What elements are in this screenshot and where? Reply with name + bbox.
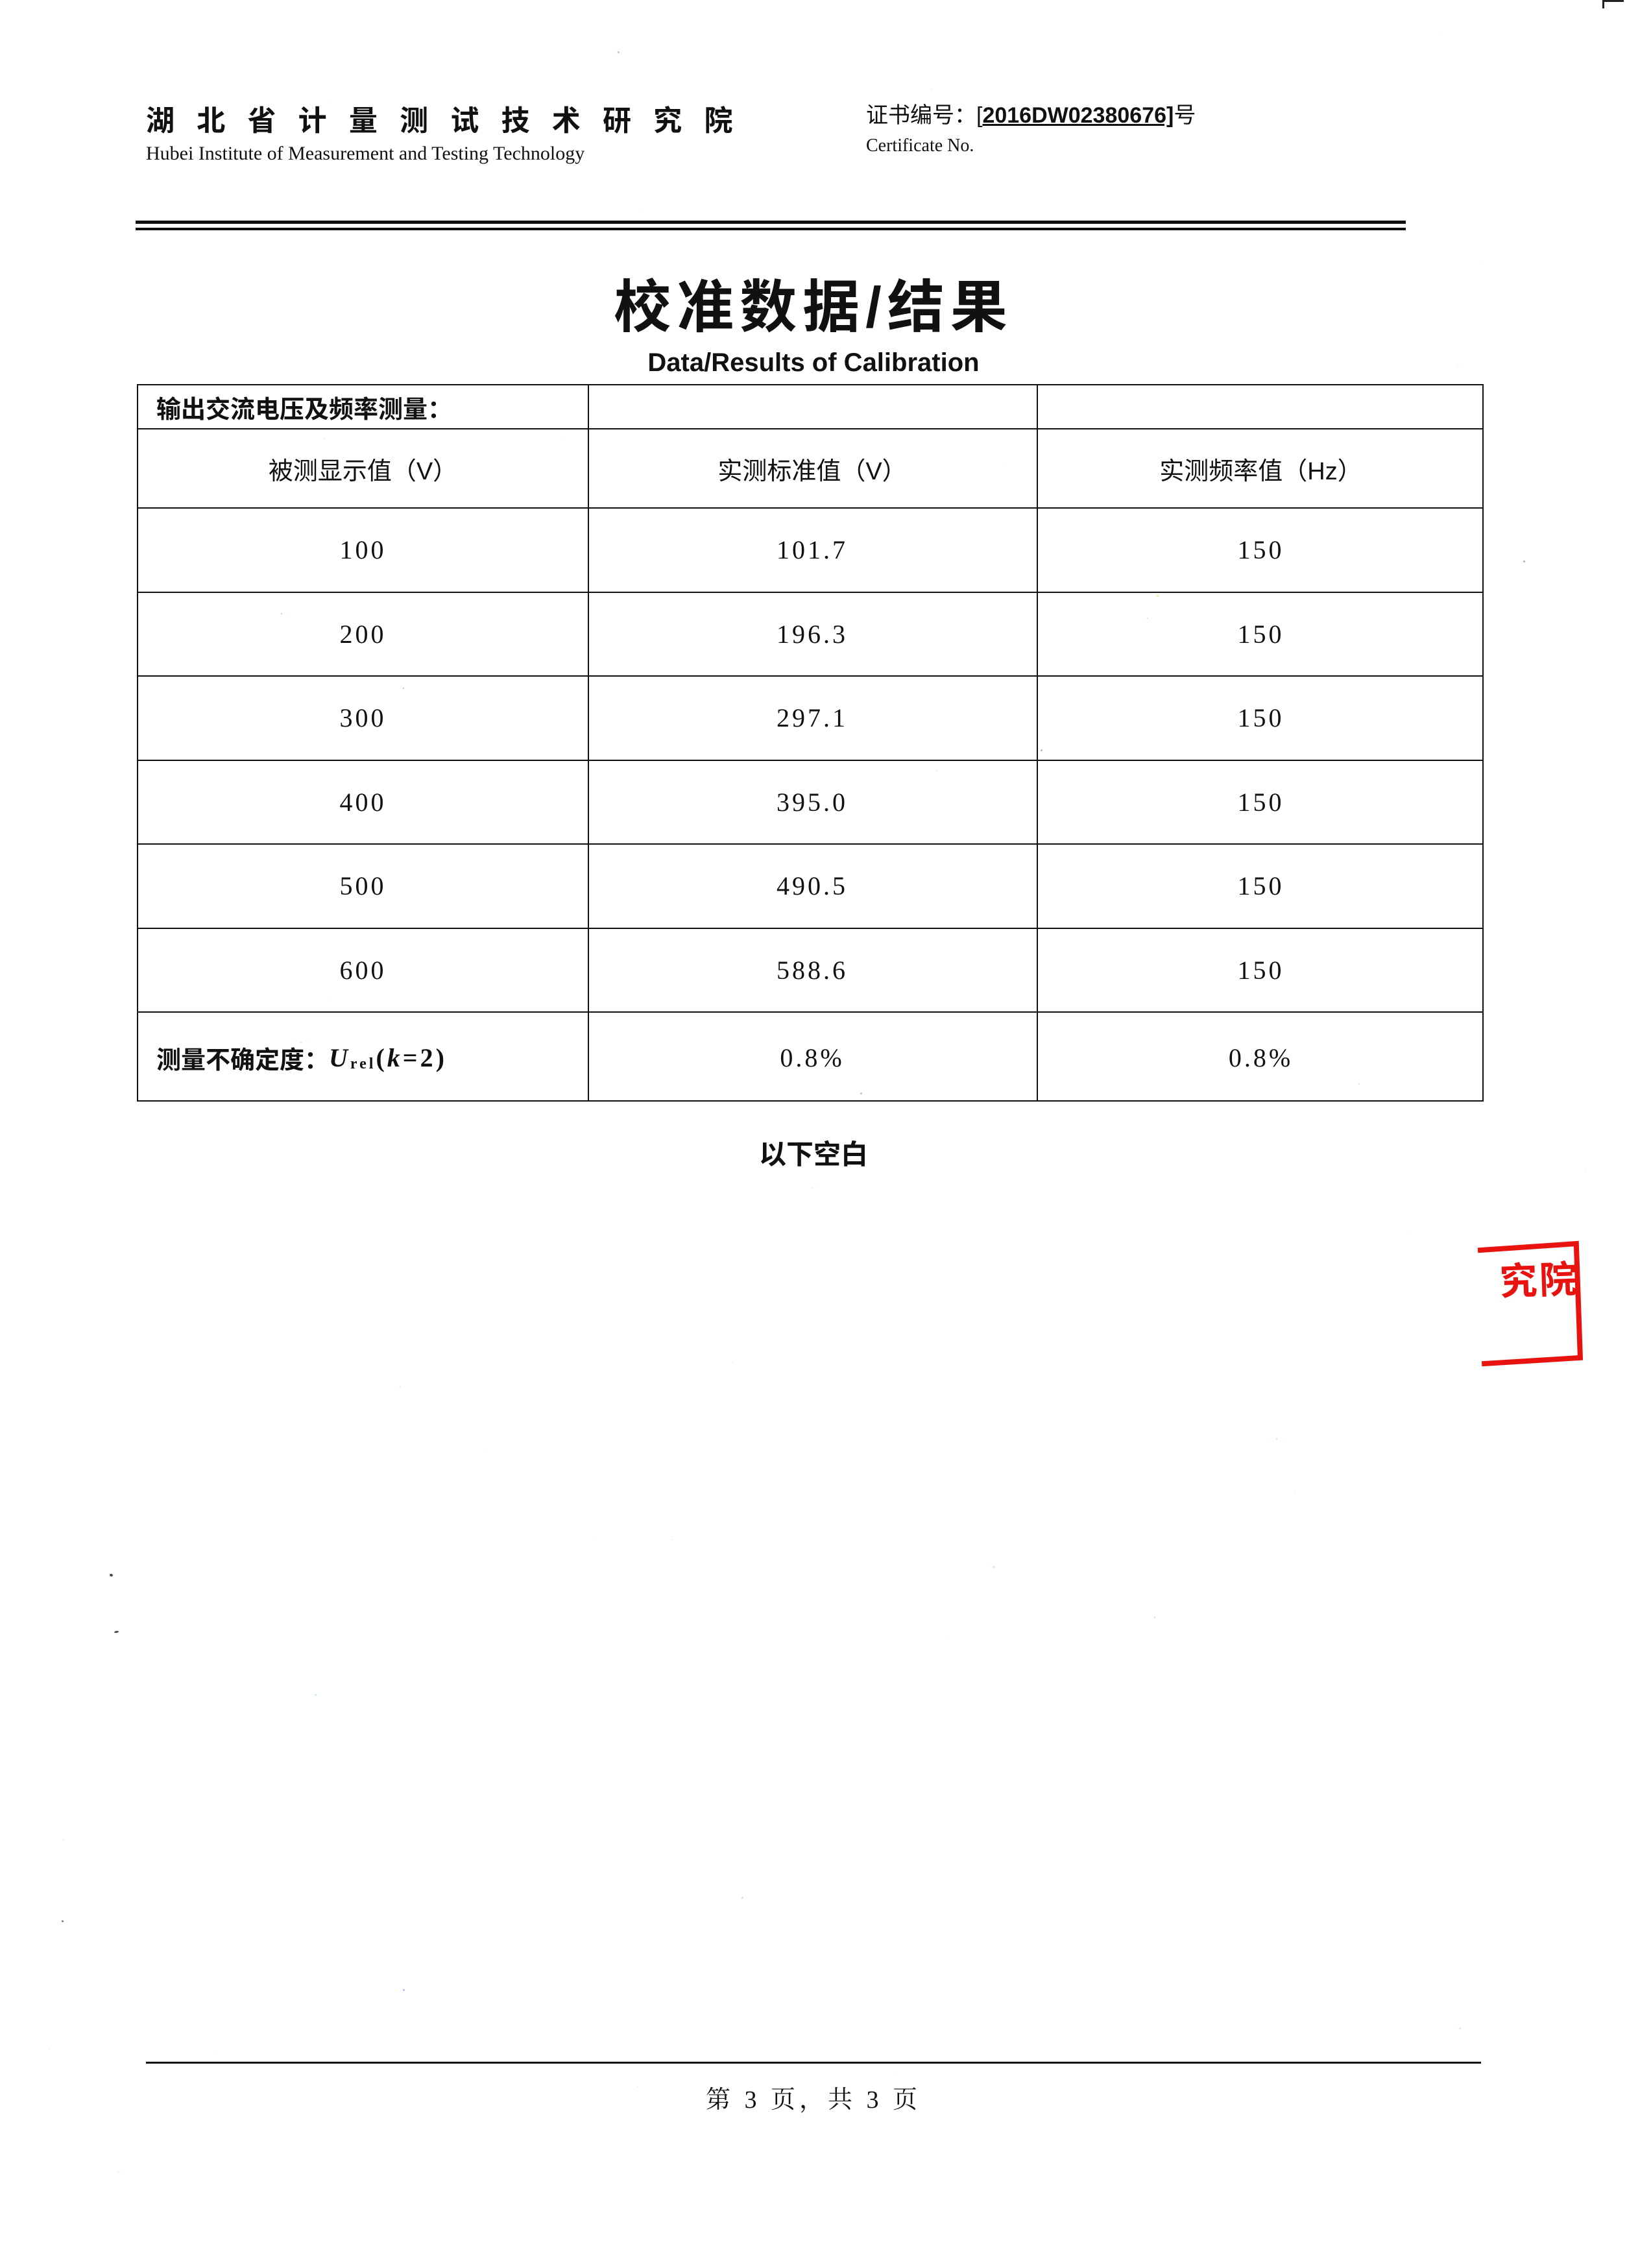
svg-text:究: 究 bbox=[1499, 1260, 1538, 1303]
svg-text:院: 院 bbox=[1539, 1259, 1578, 1302]
